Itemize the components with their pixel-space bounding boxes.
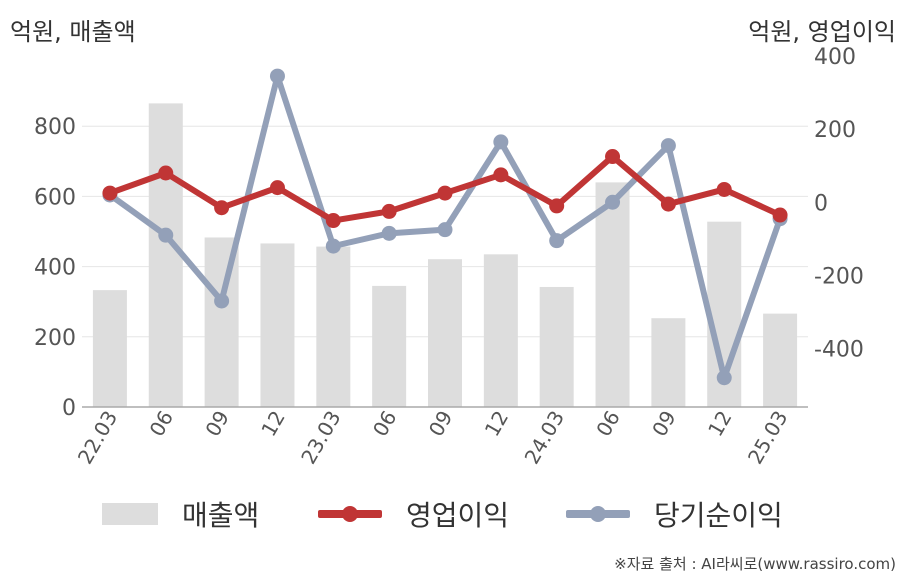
x-axis-tick-label: 06 — [368, 407, 402, 441]
net-income-point — [269, 68, 285, 84]
operating-profit-point — [325, 213, 341, 229]
right-axis-tick-label: -400 — [814, 338, 864, 363]
revenue-bar — [651, 318, 686, 407]
net-income-point — [214, 293, 230, 309]
left-axis-tick-label: 0 — [62, 396, 76, 421]
left-axis-unit-label: 억원, 매출액 — [10, 18, 136, 46]
x-axis-tick-label: 09 — [200, 407, 234, 441]
left-axis-tick-label: 600 — [34, 185, 76, 210]
left-axis-tick-label: 400 — [34, 256, 76, 281]
x-axis-tick-label: 12 — [256, 407, 290, 441]
revenue-bar — [595, 182, 630, 407]
revenue-bar — [260, 243, 295, 407]
source-credit: ※자료 출처 : AI라씨로(www.rassiro.com) — [614, 555, 896, 573]
legend: 매출액 영업이익 당기순이익 — [0, 492, 908, 536]
operating-profit-point — [660, 196, 676, 212]
x-axis-tick-label: 22.03 — [73, 407, 122, 469]
net-income-point — [325, 238, 341, 254]
legend-swatch-revenue — [102, 503, 158, 525]
operating-profit-point — [605, 149, 621, 165]
revenue-bar — [148, 103, 183, 407]
net-income-point — [605, 194, 621, 210]
operating-profit-point — [102, 185, 118, 201]
net-income-point — [437, 222, 453, 238]
x-axis-tick-label: 09 — [424, 407, 458, 441]
operating-profit-point — [158, 165, 174, 181]
x-axis-tick-label: 12 — [703, 407, 737, 441]
right-axis-unit-label: 억원, 영업이익 — [748, 18, 896, 46]
revenue-bar — [483, 254, 518, 407]
operating-profit-point — [269, 180, 285, 196]
operating-profit-point — [381, 203, 397, 219]
x-axis-tick-label: 25.03 — [743, 407, 792, 469]
revenue-bar — [316, 246, 351, 407]
net-income-point — [716, 370, 732, 386]
legend-swatch-net — [566, 503, 630, 525]
net-income-point — [549, 233, 565, 249]
left-axis-tick-label: 800 — [34, 115, 76, 140]
operating-profit-point — [549, 198, 565, 214]
legend-item-operating: 영업이익 — [318, 492, 509, 536]
x-axis-tick-label: 24.03 — [520, 407, 569, 469]
legend-label-revenue: 매출액 — [182, 499, 260, 532]
revenue-bar — [428, 259, 462, 407]
net-income-point — [660, 138, 676, 154]
right-axis-tick-label: 200 — [814, 118, 856, 143]
x-axis-tick-label: 09 — [647, 407, 681, 441]
revenue-bar — [763, 313, 798, 407]
revenue-bars — [92, 103, 798, 407]
right-axis-tick-label: -200 — [814, 264, 864, 289]
legend-item-net: 당기순이익 — [566, 492, 783, 536]
operating-profit-point — [716, 181, 732, 197]
legend-label-operating: 영업이익 — [406, 499, 510, 532]
legend-swatch-operating — [318, 503, 382, 525]
operating-profit-point — [772, 207, 788, 223]
operating-profit-point — [437, 185, 453, 201]
operating-profit-point — [493, 167, 509, 183]
x-axis-tick-label: 23.03 — [296, 407, 345, 469]
right-axis-tick-label: 0 — [814, 191, 828, 216]
operating-profit-point — [214, 200, 230, 216]
revenue-bar — [372, 285, 407, 407]
x-axis-tick-label: 06 — [591, 407, 625, 441]
revenue-bar — [539, 286, 574, 407]
legend-label-net: 당기순이익 — [654, 499, 783, 532]
revenue-bar — [92, 290, 127, 407]
net-income-point — [493, 134, 509, 150]
legend-item-revenue: 매출액 — [102, 492, 259, 536]
net-income-point — [381, 225, 397, 241]
profit-lines — [102, 68, 788, 386]
x-axis-tick-label: 06 — [145, 407, 179, 441]
right-axis-tick-label: 400 — [814, 45, 856, 70]
net-income-point — [158, 227, 174, 243]
x-axis-tick-label: 12 — [480, 407, 514, 441]
left-axis-tick-label: 200 — [34, 326, 76, 351]
